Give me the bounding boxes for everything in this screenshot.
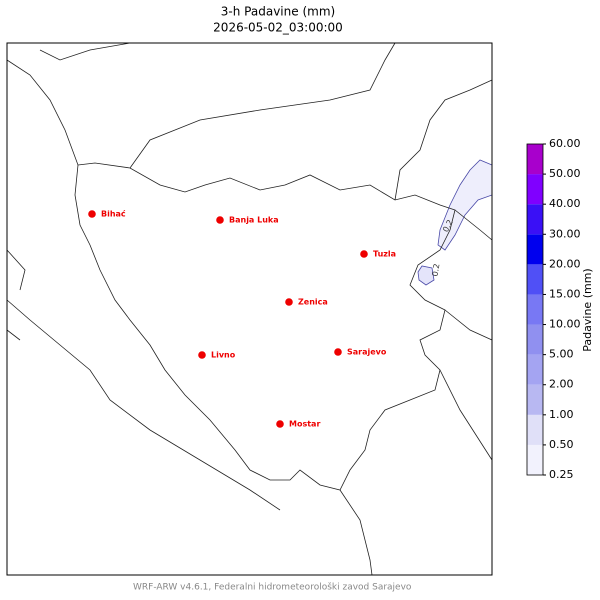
colorbar-segment bbox=[527, 264, 543, 295]
title: 3-h Padavine (mm) bbox=[221, 5, 335, 19]
colorbar-segment bbox=[527, 444, 543, 475]
city-label: Zenica bbox=[298, 298, 328, 307]
precip-area bbox=[417, 265, 435, 286]
colorbar-tick-label: 0.25 bbox=[549, 468, 574, 481]
colorbar-segment bbox=[527, 294, 543, 325]
colorbar-segment bbox=[527, 174, 543, 205]
city-label: Livno bbox=[211, 351, 236, 360]
map-frame bbox=[6, 42, 493, 576]
city-label: Tuzla bbox=[373, 250, 396, 259]
colorbar-frame bbox=[526, 143, 544, 476]
colorbar-tick-label: 15.00 bbox=[549, 287, 581, 300]
colorbar-segment bbox=[527, 234, 543, 265]
city-dot bbox=[360, 250, 368, 258]
country-border bbox=[6, 42, 493, 576]
colorbar-tick-label: 20.00 bbox=[549, 257, 581, 270]
footer-credit: WRF-ARW v4.6.1, Federalni hidrometeorolo… bbox=[133, 582, 412, 593]
colorbar-segment bbox=[527, 354, 543, 385]
city-label: Bihać bbox=[101, 209, 126, 219]
colorbar-tick-label: 60.00 bbox=[549, 137, 581, 150]
colorbar-tick-label: 2.00 bbox=[549, 378, 574, 391]
city-dot bbox=[216, 216, 224, 224]
city-dot bbox=[198, 351, 206, 359]
city-dot bbox=[334, 348, 342, 356]
city-dot bbox=[285, 298, 293, 306]
contour-label: 0.2 bbox=[430, 263, 441, 277]
colorbar-tick-label: 30.00 bbox=[549, 227, 581, 240]
colorbar-tick-label: 40.00 bbox=[549, 197, 581, 210]
city-dot bbox=[276, 420, 284, 428]
colorbar-segment bbox=[527, 324, 543, 355]
map bbox=[6, 42, 493, 576]
city-label: Sarajevo bbox=[347, 348, 387, 357]
colorbar-tick-label: 5.00 bbox=[549, 348, 574, 361]
country-border bbox=[74, 162, 456, 491]
precip-area bbox=[437, 159, 493, 251]
colorbar-segment bbox=[527, 144, 543, 175]
colorbar-segment bbox=[527, 414, 543, 445]
city-label: Mostar bbox=[289, 420, 320, 429]
colorbar-tick-label: 0.50 bbox=[549, 438, 574, 451]
colorbar-segment bbox=[527, 204, 543, 235]
colorbar-tick-label: 1.00 bbox=[549, 408, 574, 421]
colorbar-tick-label: 10.00 bbox=[549, 318, 581, 331]
city-dot bbox=[88, 210, 96, 218]
colorbar-tick-label: 50.00 bbox=[549, 167, 581, 180]
colorbar-segment bbox=[527, 384, 543, 415]
city-label: Banja Luka bbox=[229, 216, 279, 225]
subtitle: 2026-05-02_03:00:00 bbox=[213, 21, 343, 35]
colorbar-label: Padavine (mm) bbox=[581, 268, 594, 351]
